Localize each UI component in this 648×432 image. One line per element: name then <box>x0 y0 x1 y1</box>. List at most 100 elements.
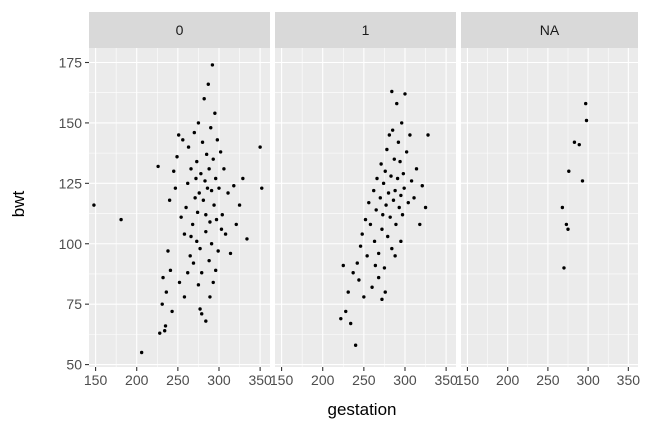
data-point <box>395 101 399 106</box>
x-tick-label: 350 <box>434 372 458 388</box>
data-point <box>191 261 196 265</box>
data-point <box>390 128 395 132</box>
data-point <box>375 176 379 181</box>
data-point <box>389 174 393 178</box>
data-point <box>226 191 230 195</box>
data-point <box>360 232 364 236</box>
data-point <box>206 82 210 86</box>
data-point <box>353 343 358 347</box>
data-point <box>572 140 577 144</box>
data-point <box>139 350 144 355</box>
data-point <box>208 295 212 299</box>
data-point <box>245 237 249 241</box>
data-point <box>390 89 394 94</box>
data-point <box>195 210 200 215</box>
data-point <box>372 239 377 244</box>
data-point <box>203 179 207 183</box>
data-point <box>367 200 371 205</box>
x-tick-label: 350 <box>617 372 641 388</box>
data-point <box>397 205 401 210</box>
data-point <box>182 232 187 236</box>
data-point <box>200 271 204 275</box>
data-point <box>393 254 397 258</box>
data-point <box>418 222 422 227</box>
data-point <box>373 263 378 268</box>
data-point <box>355 261 359 265</box>
data-point <box>186 271 190 275</box>
data-point <box>207 258 211 263</box>
facet-strip-label: NA <box>540 22 560 38</box>
y-tick-label: 75 <box>66 296 82 312</box>
data-point <box>379 162 383 166</box>
data-point <box>567 169 571 173</box>
data-point <box>186 181 190 186</box>
data-point <box>204 152 209 157</box>
data-point <box>562 266 566 270</box>
data-point <box>119 217 123 222</box>
data-point <box>182 295 187 299</box>
data-point <box>386 234 390 239</box>
data-point <box>214 268 218 273</box>
data-point <box>408 133 412 137</box>
data-point <box>162 329 167 333</box>
data-point <box>383 290 387 294</box>
data-point <box>414 167 419 171</box>
data-point <box>380 227 384 231</box>
data-point <box>234 222 238 227</box>
data-point <box>209 242 214 246</box>
data-point <box>228 251 233 256</box>
data-point <box>403 92 407 96</box>
data-point <box>368 222 373 227</box>
data-point <box>374 208 378 212</box>
data-point <box>584 118 589 123</box>
data-point <box>207 167 211 171</box>
data-point <box>564 222 569 227</box>
data-point <box>401 171 406 176</box>
data-point <box>193 196 197 200</box>
data-point <box>370 285 374 289</box>
facet-strip <box>461 12 638 48</box>
data-point <box>223 232 228 236</box>
data-point <box>212 203 216 207</box>
data-point <box>400 213 405 217</box>
x-tick-label: 300 <box>207 372 231 388</box>
data-point <box>406 200 410 205</box>
data-point <box>196 121 201 125</box>
data-point <box>200 140 205 144</box>
data-point <box>204 213 208 217</box>
data-point <box>197 191 201 195</box>
data-point <box>376 251 381 256</box>
data-point <box>184 205 188 210</box>
data-point <box>200 312 204 316</box>
data-point <box>376 275 381 280</box>
data-point <box>372 188 376 193</box>
data-point <box>190 222 195 227</box>
x-tick-label: 200 <box>125 372 149 388</box>
data-point <box>580 179 585 183</box>
data-point <box>258 145 262 149</box>
data-point <box>393 188 397 193</box>
data-point <box>164 290 169 294</box>
data-point <box>167 198 172 202</box>
data-point <box>382 266 387 270</box>
data-point <box>348 321 353 326</box>
data-point <box>351 271 355 275</box>
data-point <box>241 176 245 181</box>
data-point <box>423 205 428 210</box>
data-point <box>198 307 202 311</box>
data-point <box>214 176 218 181</box>
data-point <box>358 244 363 248</box>
data-point <box>399 193 403 198</box>
data-point <box>195 239 199 244</box>
data-point <box>388 215 392 219</box>
data-point <box>189 234 193 239</box>
data-point <box>222 167 226 171</box>
data-point <box>188 254 192 258</box>
data-point <box>196 283 201 287</box>
data-point <box>391 198 396 202</box>
data-point <box>384 203 388 207</box>
data-point <box>198 246 202 251</box>
data-point <box>232 184 236 188</box>
y-tick-label: 50 <box>66 357 82 373</box>
